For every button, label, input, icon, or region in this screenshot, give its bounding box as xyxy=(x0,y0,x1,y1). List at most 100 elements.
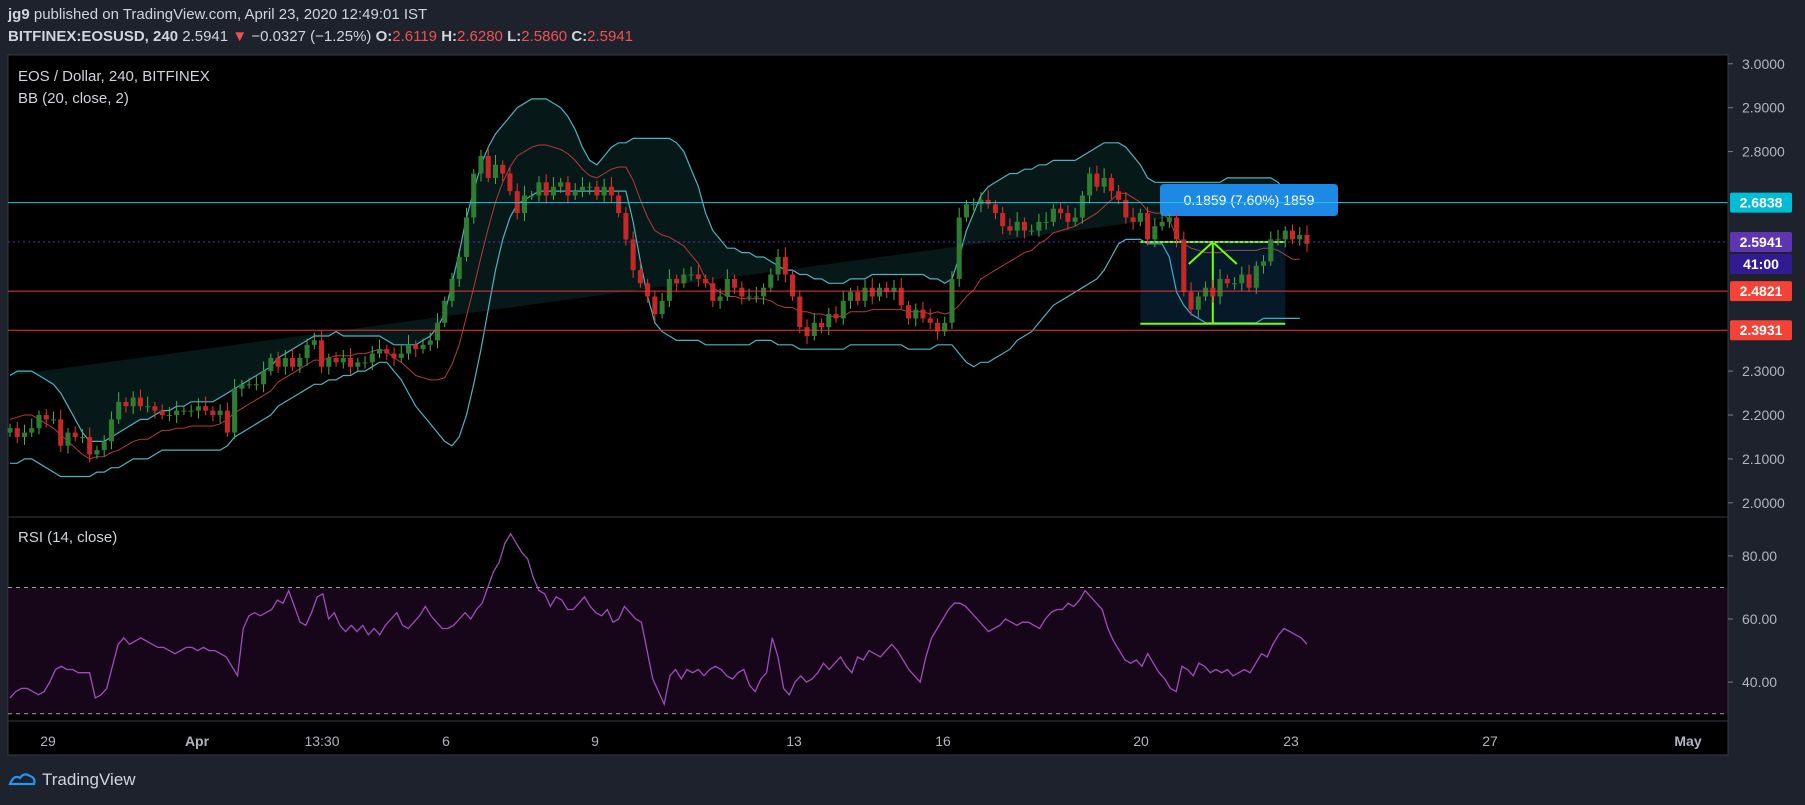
candle xyxy=(1232,277,1238,290)
candle-body xyxy=(391,353,397,358)
candle-body xyxy=(978,199,984,205)
candle-body xyxy=(949,278,955,323)
candle xyxy=(1130,207,1136,230)
candle-body xyxy=(674,278,680,284)
candle xyxy=(1304,225,1310,252)
candle-body xyxy=(1130,217,1136,222)
candle xyxy=(963,199,969,222)
candle-body xyxy=(203,406,209,411)
candle xyxy=(398,345,404,363)
x-tick-label: 27 xyxy=(1482,733,1498,749)
candle xyxy=(703,274,709,288)
candle-body xyxy=(239,384,245,389)
candle-body xyxy=(594,186,600,196)
candle-body xyxy=(304,344,310,358)
candle xyxy=(36,410,42,435)
candle-body xyxy=(1116,191,1122,200)
candle-body xyxy=(724,278,730,297)
candle-body xyxy=(1101,177,1107,187)
candle-body xyxy=(666,278,672,301)
candle-body xyxy=(1268,239,1274,262)
candle xyxy=(920,301,926,323)
candle xyxy=(616,191,622,218)
candle xyxy=(550,177,556,200)
price-pane[interactable]: 0.1859 (7.60%) 1859 xyxy=(7,98,1728,478)
candle xyxy=(717,288,723,309)
candle-body xyxy=(616,195,622,214)
candle-body xyxy=(753,296,759,298)
candle-body xyxy=(101,441,107,451)
candle-body xyxy=(340,357,346,363)
candle-body xyxy=(1152,226,1158,240)
candle-body xyxy=(782,256,788,275)
candle-body xyxy=(942,322,948,332)
candle-body xyxy=(920,309,926,319)
candle-body xyxy=(1224,278,1230,284)
footer: TradingView xyxy=(8,770,136,790)
candle-body xyxy=(1289,230,1296,240)
candle-body xyxy=(253,384,259,386)
x-tick-label: 13:30 xyxy=(304,733,339,749)
candle-body xyxy=(478,155,484,174)
candle-body xyxy=(398,353,404,358)
price-label-current: 2.5941 xyxy=(1740,234,1783,250)
price-label-resistance: 2.6838 xyxy=(1740,195,1783,211)
candle xyxy=(123,397,129,413)
candle xyxy=(369,345,375,371)
candle-body xyxy=(1072,217,1078,222)
candle xyxy=(833,306,839,323)
rsi-line xyxy=(9,532,1308,707)
rsi-indicator-label[interactable]: RSI (14, close) xyxy=(18,529,117,546)
rsi-band-fill xyxy=(8,587,1728,714)
brand-name[interactable]: TradingView xyxy=(42,770,136,789)
candle-body xyxy=(420,344,426,350)
candle xyxy=(427,332,433,351)
candle-body xyxy=(971,204,977,206)
candle-body xyxy=(1253,265,1259,288)
symbol-label[interactable]: BITFINEX:EOSUSD, 240 xyxy=(8,28,179,45)
candle-body xyxy=(1275,239,1281,241)
chart-area[interactable]: 0.1859 (7.60%) 1859 2.68382.59412.48212.… xyxy=(0,0,1805,760)
candle xyxy=(1123,191,1129,224)
candle-body xyxy=(572,191,578,196)
candle-body xyxy=(804,327,810,336)
candle xyxy=(761,283,767,305)
bb-upper-line xyxy=(9,98,1300,442)
candle xyxy=(101,435,107,457)
candle xyxy=(1094,165,1100,192)
candle xyxy=(681,268,687,288)
rsi-pane[interactable] xyxy=(8,532,1728,715)
candle xyxy=(217,404,223,423)
candle-body xyxy=(413,344,419,350)
candle-body xyxy=(927,318,933,323)
candle xyxy=(290,348,296,372)
candle xyxy=(695,264,701,287)
candle xyxy=(58,409,64,452)
candle xyxy=(623,206,629,246)
candle-body xyxy=(1000,213,1006,227)
candle xyxy=(1275,229,1281,246)
candle-body xyxy=(311,340,317,345)
candle-body xyxy=(833,314,839,319)
candle-body xyxy=(847,292,854,301)
candle xyxy=(579,177,585,198)
candle xyxy=(43,408,49,428)
candle xyxy=(1101,168,1107,193)
bb-indicator-label[interactable]: BB (20, close, 2) xyxy=(18,90,129,107)
candle xyxy=(1224,274,1230,288)
candle xyxy=(384,344,390,360)
publish-text: published on TradingView.com, April 23, … xyxy=(29,6,428,23)
candle xyxy=(1137,208,1143,227)
author-name[interactable]: jg9 xyxy=(8,6,30,23)
candle-body xyxy=(1232,283,1238,285)
candle xyxy=(1260,255,1267,274)
x-tick-label: Apr xyxy=(185,733,210,749)
price-label-support: 2.3931 xyxy=(1740,322,1783,338)
candle-body xyxy=(862,287,868,301)
candle-body xyxy=(159,410,165,416)
candle-body xyxy=(855,292,861,301)
y-tick-label: 2.2000 xyxy=(1742,407,1785,423)
candle-body xyxy=(761,287,767,297)
candle xyxy=(521,185,527,221)
rsi-tick-label: 80.00 xyxy=(1742,548,1777,564)
